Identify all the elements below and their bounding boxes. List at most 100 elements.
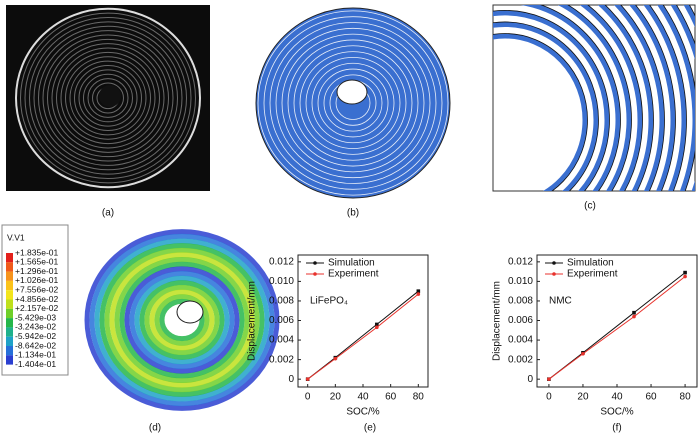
spiral-ring (104, 247, 260, 393)
ring-edge (493, 21, 599, 191)
spiral-ring (139, 280, 225, 360)
spiral-ring (84, 229, 280, 411)
ring (493, 21, 599, 191)
colorbar-title: V.V1 (7, 232, 25, 242)
colorbar-label: +1.296e-01 (15, 266, 59, 276)
legend-marker (552, 272, 556, 276)
series-line (548, 272, 686, 380)
spiral-ring (159, 298, 205, 342)
ring (281, 33, 425, 173)
ring (323, 74, 383, 132)
zoom-rings (493, 5, 695, 191)
panel-label: (d) (149, 423, 161, 434)
panel-label: (a) (102, 208, 114, 219)
series-line (548, 276, 686, 380)
colorbar-swatch (6, 253, 13, 263)
ring-edge (540, 5, 621, 191)
ring (56, 47, 160, 149)
colorbar-label: -1.404e-01 (15, 359, 56, 369)
y-tick-label: 0.004 (508, 335, 533, 346)
spiral-ring (89, 233, 275, 407)
ring (275, 27, 431, 179)
x-tick-label: 0 (305, 392, 311, 403)
x-tick-label: 40 (611, 392, 623, 403)
ring (33, 25, 183, 171)
colorbar-swatch (6, 262, 13, 272)
y-tick-label: 0.010 (508, 276, 533, 287)
legend-marker (313, 272, 317, 276)
ring (520, 5, 621, 191)
series-line (307, 293, 419, 380)
ring (78, 69, 138, 127)
ring (493, 10, 610, 191)
point (333, 356, 338, 361)
ring (557, 5, 632, 191)
spiral-ring (134, 275, 230, 365)
y-axis-label: Displacement/mm (492, 281, 503, 361)
x-tick-label: 0 (546, 392, 552, 403)
panel-label: (e) (364, 423, 376, 434)
point (683, 274, 687, 279)
core (336, 79, 368, 105)
spiral-ring (149, 289, 215, 351)
ring (299, 51, 407, 155)
colorbar-swatch (6, 346, 13, 356)
colorbar-label: -5.942e-02 (15, 331, 56, 341)
legend-marker (313, 261, 317, 265)
annotation: NMC (549, 296, 572, 307)
colorbar-swatch (6, 355, 13, 365)
ring-edge (587, 5, 643, 191)
point (547, 377, 551, 381)
ring (263, 16, 443, 190)
ring (613, 5, 665, 191)
spiral-ring (109, 252, 255, 388)
ring-edge (493, 10, 610, 191)
spiral-ring (114, 257, 250, 383)
colorbar-label: +4.856e-02 (15, 294, 59, 304)
colorbar-label: -8.642e-02 (15, 340, 56, 350)
core (99, 85, 121, 107)
ring (257, 10, 449, 196)
ring (87, 78, 129, 118)
colorbar-label: -1.134e-01 (15, 350, 56, 360)
colorbar-swatch (6, 327, 13, 337)
y-tick-label: 0.006 (508, 315, 533, 326)
point (632, 314, 636, 319)
ring (92, 82, 124, 114)
ring (74, 65, 142, 131)
point (305, 377, 310, 381)
ring (29, 21, 187, 175)
colorbar-swatch (6, 308, 13, 319)
point (416, 292, 421, 296)
ring (69, 60, 147, 136)
ring-edge (620, 5, 665, 191)
ring (493, 33, 588, 191)
images (6, 4, 696, 411)
ring (51, 43, 165, 153)
colorbar-swatch (6, 336, 13, 346)
panel-label: (b) (347, 208, 359, 219)
spiral-ring (154, 294, 210, 346)
legend-marker (552, 261, 556, 265)
y-tick-label: 0.008 (508, 296, 533, 307)
point (683, 270, 687, 275)
colorbar-label: +2.157e-02 (15, 303, 59, 313)
ring (287, 39, 419, 167)
y-tick-label: 0.008 (269, 296, 294, 307)
ring (269, 22, 437, 184)
ring-edge (493, 33, 588, 191)
x-tick-label: 20 (330, 392, 342, 403)
point (416, 289, 421, 293)
ring (597, 5, 654, 191)
colorbar-label: +1.835e-01 (15, 247, 59, 257)
colorbar-label: +1.026e-01 (15, 275, 59, 285)
spiral-ring (144, 284, 220, 356)
y-tick-label: 0.012 (508, 256, 533, 267)
colorbar-swatch (6, 271, 13, 281)
panel-label: (c) (584, 201, 596, 212)
core (176, 300, 204, 324)
ring (311, 62, 395, 144)
ring (83, 73, 133, 123)
